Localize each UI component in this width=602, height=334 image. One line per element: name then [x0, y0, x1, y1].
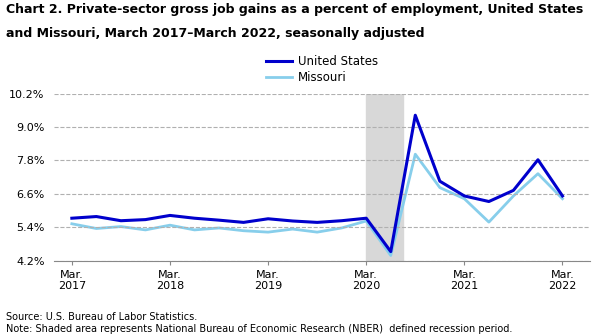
Missouri [68, 222, 75, 226]
United States [510, 188, 517, 192]
Text: Chart 2. Private-sector gross job gains as a percent of employment, United State: Chart 2. Private-sector gross job gains … [6, 3, 583, 16]
Missouri [166, 223, 173, 227]
Missouri [436, 186, 444, 190]
Missouri [93, 226, 100, 230]
Missouri [461, 197, 468, 201]
Bar [366, 94, 403, 261]
Missouri [142, 228, 149, 232]
Text: and Missouri, March 2017–March 2022, seasonally adjusted: and Missouri, March 2017–March 2022, sea… [6, 27, 424, 40]
Line: Missouri: Missouri [72, 154, 562, 256]
Missouri [117, 224, 125, 228]
United States [412, 113, 419, 117]
United States [191, 216, 198, 220]
United States [559, 194, 566, 198]
United States [338, 219, 346, 223]
Missouri [191, 228, 198, 232]
Missouri [216, 226, 223, 230]
Missouri [314, 230, 321, 234]
Missouri [264, 230, 272, 234]
United States [387, 249, 394, 254]
United States [240, 220, 247, 224]
Text: Source: U.S. Bureau of Labor Statistics.
Note: Shaded area represents National B: Source: U.S. Bureau of Labor Statistics.… [6, 312, 512, 334]
United States [142, 218, 149, 222]
Missouri [338, 226, 346, 230]
United States [485, 199, 492, 203]
United States [264, 217, 272, 221]
Missouri [240, 229, 247, 233]
Missouri [510, 194, 517, 198]
Legend: United States, Missouri: United States, Missouri [266, 55, 378, 84]
United States [289, 219, 296, 223]
United States [461, 194, 468, 198]
Missouri [412, 152, 419, 156]
Missouri [362, 219, 370, 223]
United States [535, 158, 542, 162]
United States [362, 216, 370, 220]
United States [117, 219, 125, 223]
United States [216, 218, 223, 222]
Missouri [387, 254, 394, 258]
United States [166, 213, 173, 217]
Line: United States: United States [72, 115, 562, 252]
United States [93, 214, 100, 218]
Missouri [535, 172, 542, 176]
Missouri [485, 220, 492, 224]
United States [436, 179, 444, 183]
United States [68, 216, 75, 220]
United States [314, 220, 321, 224]
Missouri [289, 227, 296, 231]
Missouri [559, 197, 566, 201]
